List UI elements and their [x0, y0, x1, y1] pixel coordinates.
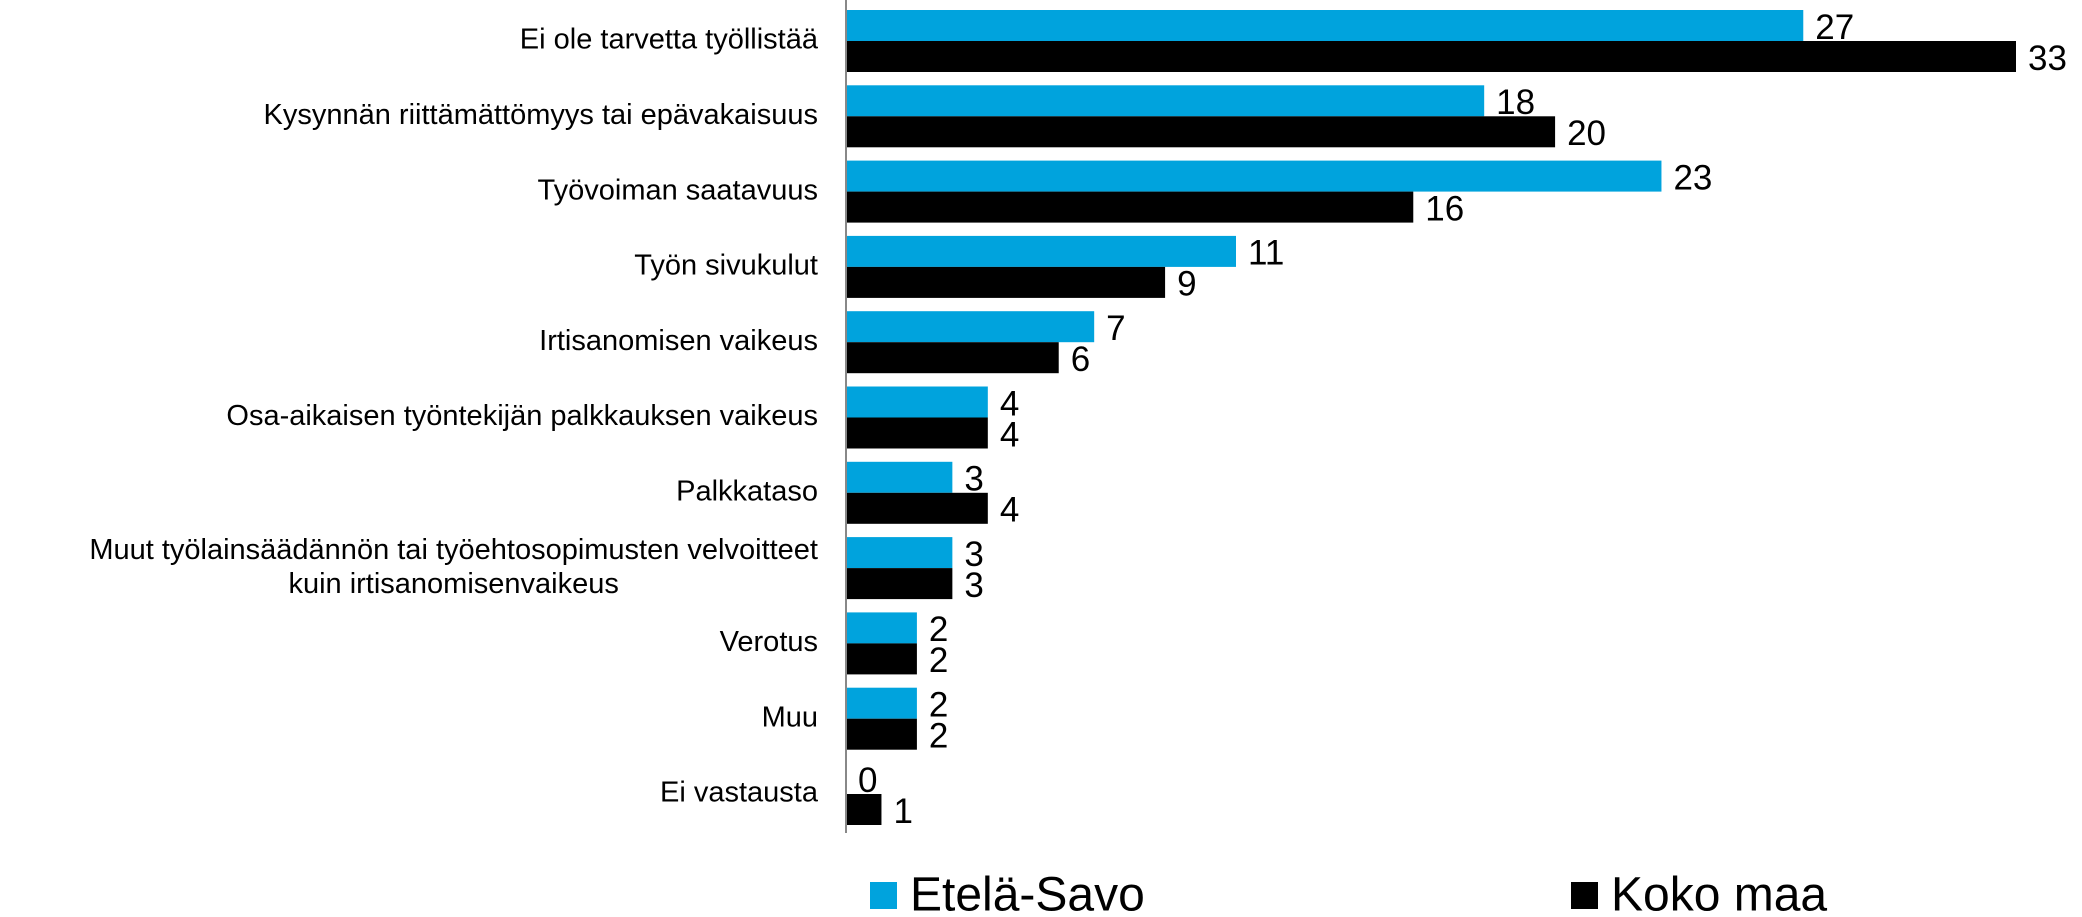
- value-label: 16: [1425, 189, 1464, 228]
- bar: [846, 160, 1662, 192]
- legend-label: Koko maa: [1611, 869, 1827, 917]
- value-label: 11: [1248, 234, 1284, 273]
- category-label: Muu: [762, 701, 818, 733]
- bar: [846, 10, 1804, 41]
- value-label: 4: [1000, 415, 1019, 454]
- value-label: 18: [1496, 83, 1535, 122]
- value-label: 2: [929, 685, 948, 724]
- category-label: Muut työlainsäädännön tai työehtosopimus…: [89, 534, 818, 600]
- bar: [846, 342, 1059, 374]
- bar: [846, 643, 917, 675]
- category-label: Työn sivukulut: [634, 250, 818, 282]
- value-label: 2: [929, 716, 948, 755]
- category-label: Ei ole tarvetta työllistää: [520, 24, 819, 56]
- value-label: 2: [929, 641, 948, 680]
- bar: [846, 461, 953, 493]
- value-label: 20: [1567, 114, 1606, 153]
- category-label: Ei vastausta: [660, 777, 819, 809]
- value-label: 2: [929, 610, 948, 649]
- bar: [846, 266, 1166, 298]
- category-label: Työvoiman saatavuus: [538, 174, 818, 206]
- value-label: 4: [1000, 491, 1019, 530]
- value-label: 3: [964, 460, 983, 499]
- value-label: 6: [1071, 340, 1090, 379]
- value-label: 9: [1177, 265, 1196, 304]
- value-label: 0: [858, 761, 877, 800]
- bar: [846, 386, 988, 418]
- bar: [846, 417, 988, 449]
- category-label: Irtisanomisen vaikeus: [539, 325, 818, 357]
- bar: [846, 794, 882, 825]
- bar: [846, 235, 1236, 267]
- value-label: 3: [964, 566, 983, 605]
- value-label: 1: [893, 792, 912, 831]
- value-label: 23: [1673, 158, 1712, 197]
- category-label: Palkkataso: [676, 475, 818, 507]
- value-label: 4: [1000, 384, 1019, 423]
- legend-swatch: [1571, 882, 1598, 909]
- bar: [846, 41, 2016, 72]
- bar: [846, 537, 953, 569]
- category-label: Verotus: [720, 626, 818, 658]
- bar: [846, 492, 988, 524]
- bar: [846, 687, 917, 719]
- bar: [846, 311, 1095, 343]
- value-label: 3: [964, 535, 983, 574]
- bar: [846, 568, 953, 600]
- bar: [846, 191, 1414, 223]
- legend-swatch: [870, 882, 897, 909]
- bar: [846, 85, 1485, 117]
- category-label: Osa-aikaisen työntekijän palkkauksen vai…: [226, 400, 818, 432]
- bar: [846, 116, 1556, 148]
- value-label: 33: [2028, 39, 2067, 78]
- legend-label: Etelä-Savo: [910, 869, 1145, 917]
- bar: [846, 612, 917, 644]
- bar: [846, 718, 917, 750]
- category-label: Kysynnän riittämättömyys tai epävakaisuu…: [264, 99, 818, 131]
- value-label: 7: [1106, 309, 1125, 348]
- value-label: 27: [1815, 8, 1854, 47]
